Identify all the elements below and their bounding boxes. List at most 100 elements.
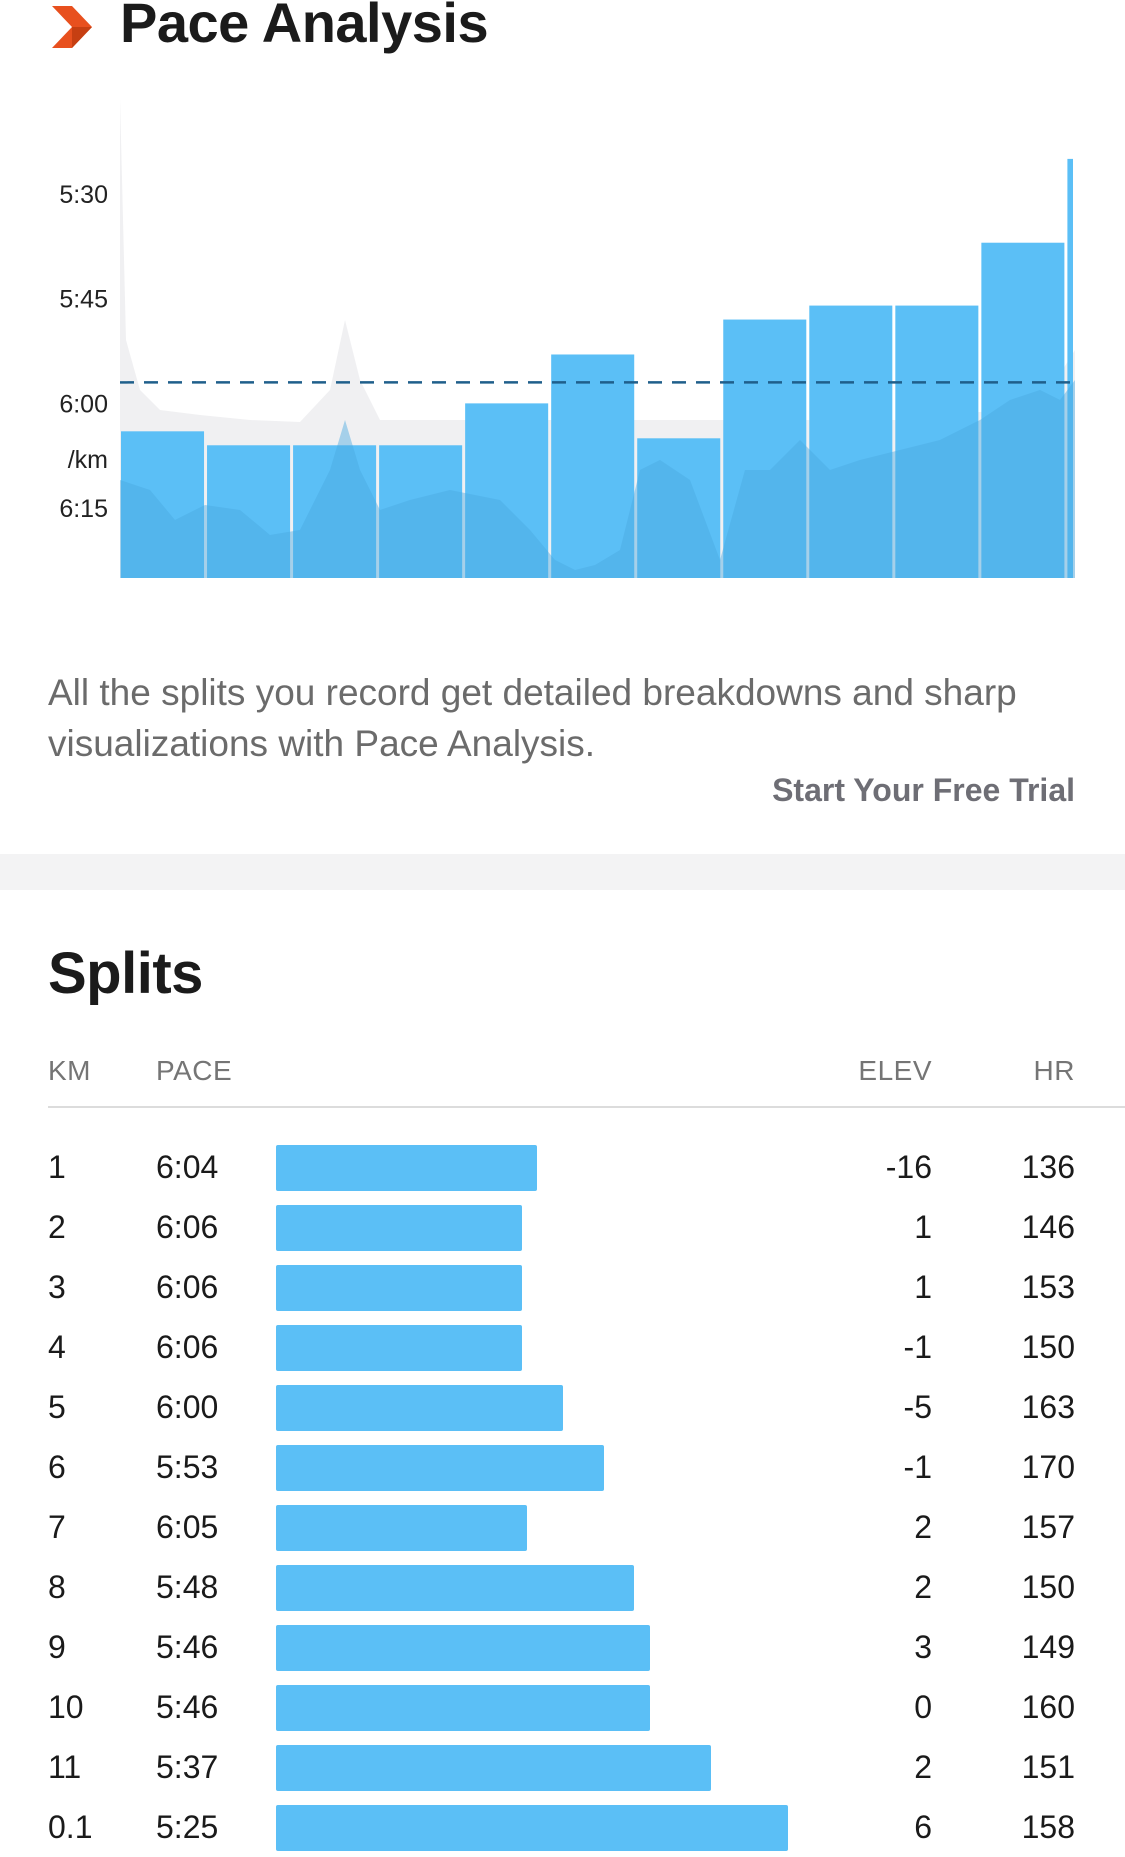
split-km: 0.1 xyxy=(48,1809,93,1845)
split-pace: 5:37 xyxy=(156,1749,219,1785)
header-elev: ELEV xyxy=(858,1055,932,1086)
split-elev: 6 xyxy=(914,1809,932,1845)
split-elev: -16 xyxy=(885,1149,932,1185)
split-km: 2 xyxy=(48,1209,66,1245)
split-km: 4 xyxy=(48,1329,66,1365)
split-pace-bar xyxy=(276,1205,522,1251)
split-hr: 170 xyxy=(1021,1449,1075,1485)
section-divider xyxy=(0,854,1125,890)
split-pace: 6:06 xyxy=(156,1329,219,1365)
split-hr: 149 xyxy=(1021,1629,1075,1665)
split-pace-bar xyxy=(276,1685,650,1731)
pace-bar xyxy=(895,305,979,578)
chevron-right-icon xyxy=(52,6,92,48)
table-row: 7 6:05 2 157 xyxy=(0,1505,1125,1565)
table-row: 3 6:06 1 153 xyxy=(0,1265,1125,1325)
splits-title: Splits xyxy=(48,941,203,1006)
y-tick-label: 6:00 xyxy=(59,390,108,418)
split-pace-bar xyxy=(276,1445,604,1491)
split-elev: -5 xyxy=(903,1389,932,1425)
split-hr: 160 xyxy=(1021,1689,1075,1725)
split-hr: 158 xyxy=(1021,1809,1075,1845)
pace-bar xyxy=(121,431,205,578)
table-row: 9 5:46 3 149 xyxy=(0,1625,1125,1685)
pace-bars xyxy=(121,158,1073,579)
splits-list: 1 6:04 -16 136 2 6:06 1 146 3 6:06 1 153… xyxy=(0,1145,1125,1857)
y-axis: 5:30 5:45 6:00 6:15 xyxy=(59,181,108,523)
table-row: 8 5:48 2 150 xyxy=(0,1565,1125,1625)
split-pace-bar xyxy=(276,1265,522,1311)
split-km: 7 xyxy=(48,1509,66,1545)
split-elev: 1 xyxy=(914,1209,932,1245)
split-hr: 151 xyxy=(1021,1749,1075,1785)
split-elev: -1 xyxy=(903,1329,932,1365)
pace-bar xyxy=(1067,158,1073,579)
y-tick-label: 5:30 xyxy=(59,181,108,209)
table-row: 0.1 5:25 6 158 xyxy=(0,1805,1125,1857)
split-pace-bar xyxy=(276,1325,522,1371)
split-hr: 150 xyxy=(1021,1329,1075,1365)
split-elev: 2 xyxy=(914,1569,932,1605)
table-row: 11 5:37 2 151 xyxy=(0,1745,1125,1805)
split-km: 3 xyxy=(48,1269,66,1305)
start-free-trial-button[interactable]: Start Your Free Trial xyxy=(772,772,1075,808)
split-pace: 6:00 xyxy=(156,1389,219,1425)
y-axis-unit: /km xyxy=(68,446,108,474)
splits-header-row: KM PACE ELEV HR xyxy=(0,1055,1125,1095)
split-elev: 2 xyxy=(914,1509,932,1545)
split-km: 9 xyxy=(48,1629,66,1665)
split-pace-bar xyxy=(276,1625,650,1671)
split-hr: 163 xyxy=(1021,1389,1075,1425)
split-km: 8 xyxy=(48,1569,66,1605)
split-elev: 0 xyxy=(914,1689,932,1725)
pace-bar xyxy=(293,445,377,578)
header-pace: PACE xyxy=(156,1055,233,1086)
pace-analysis-card: Pace Analysis 5:30 5:45 6:00 6:15 /km All t… xyxy=(0,0,1125,854)
split-pace: 6:06 xyxy=(156,1269,219,1305)
split-km: 6 xyxy=(48,1449,66,1485)
pace-bar xyxy=(723,319,807,578)
pace-bar xyxy=(465,403,549,578)
y-tick-label: 6:15 xyxy=(59,495,108,523)
split-km: 11 xyxy=(48,1749,82,1785)
split-pace-bar xyxy=(276,1385,563,1431)
split-hr: 157 xyxy=(1021,1509,1075,1545)
split-pace: 6:04 xyxy=(156,1149,219,1185)
split-elev: -1 xyxy=(903,1449,932,1485)
split-pace-bar xyxy=(276,1805,788,1851)
table-row: 5 6:00 -5 163 xyxy=(0,1385,1125,1445)
split-elev: 3 xyxy=(914,1629,932,1665)
split-pace: 6:06 xyxy=(156,1209,219,1245)
split-pace: 5:25 xyxy=(156,1809,219,1845)
split-pace-bar xyxy=(276,1145,537,1191)
pace-bar xyxy=(637,438,721,578)
y-tick-label: 5:45 xyxy=(59,286,108,314)
split-pace: 5:46 xyxy=(156,1629,219,1665)
table-row: 6 5:53 -1 170 xyxy=(0,1445,1125,1505)
split-pace: 5:48 xyxy=(156,1569,219,1605)
split-pace: 5:53 xyxy=(156,1449,219,1485)
pace-analysis-description: All the splits you record get detailed b… xyxy=(48,672,1017,764)
split-pace-bar xyxy=(276,1565,634,1611)
pace-bar xyxy=(809,305,893,578)
table-row: 4 6:06 -1 150 xyxy=(0,1325,1125,1385)
split-hr: 153 xyxy=(1021,1269,1075,1305)
pace-chart: 5:30 5:45 6:00 6:15 /km xyxy=(59,98,1075,579)
table-row: 1 6:04 -16 136 xyxy=(0,1145,1125,1205)
split-hr: 136 xyxy=(1021,1149,1075,1185)
splits-divider xyxy=(48,1106,1125,1108)
header-km: KM xyxy=(48,1055,91,1086)
pace-bar xyxy=(981,242,1065,578)
split-km: 10 xyxy=(48,1689,84,1725)
split-elev: 2 xyxy=(914,1749,932,1785)
split-pace-bar xyxy=(276,1505,527,1551)
split-km: 1 xyxy=(48,1149,66,1185)
table-row: 2 6:06 1 146 xyxy=(0,1205,1125,1265)
split-elev: 1 xyxy=(914,1269,932,1305)
split-pace: 5:46 xyxy=(156,1689,219,1725)
table-row: 10 5:46 0 160 xyxy=(0,1685,1125,1745)
pace-trace xyxy=(120,380,1075,578)
split-km: 5 xyxy=(48,1389,66,1425)
pace-bar xyxy=(379,445,463,578)
